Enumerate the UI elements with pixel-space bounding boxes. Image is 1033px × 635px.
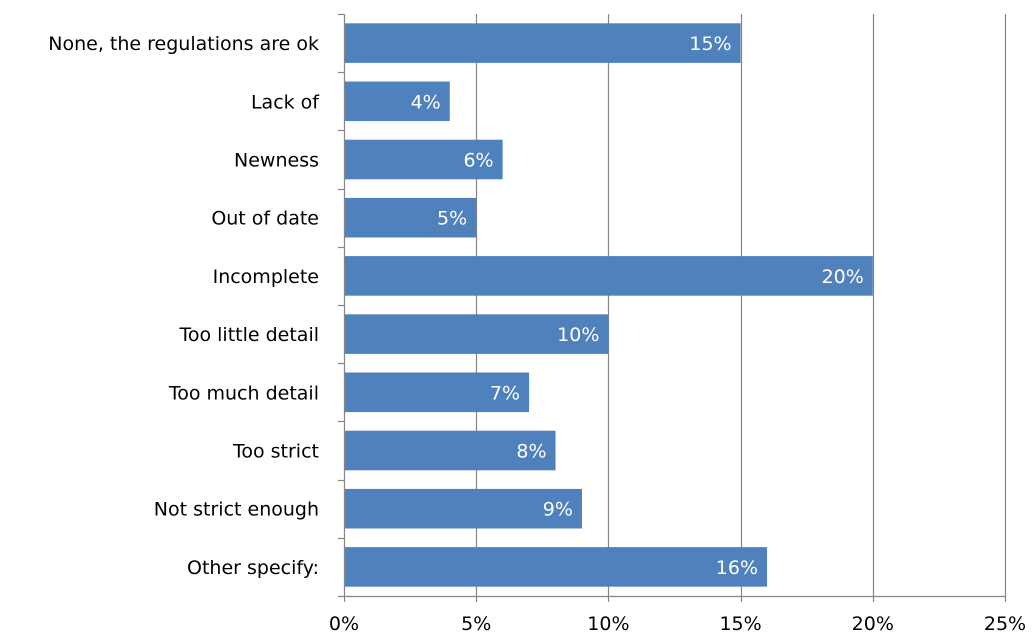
data-label: 4% [411,91,441,113]
data-label: 10% [557,324,599,346]
data-label: 15% [689,33,731,55]
data-label: 7% [490,382,520,404]
category-label: Lack of [251,91,320,113]
category-label: Other specify: [187,557,319,579]
data-label: 5% [437,208,467,230]
axes [338,13,1007,602]
category-label: Out of date [211,208,319,230]
category-labels: None, the regulations are ok Lack of Newne… [48,33,320,579]
data-label: 16% [716,557,758,579]
bar [344,372,530,413]
data-label: 9% [543,499,573,521]
category-label: Too strict [232,441,319,463]
category-label: Too much detail [168,382,319,404]
data-label: 8% [516,441,546,463]
bar [344,23,741,63]
bar [344,547,768,587]
bars: 15% 4% 6% 5% 20% 10% 7% 8% 9% 16% [344,23,873,587]
bar [344,81,450,122]
x-tick-labels: 0% 5% 10% 15% 20% 25% [329,613,1026,635]
bar [344,256,873,296]
x-tick-label: 25% [984,613,1026,635]
bar [344,430,556,471]
x-tick-label: 20% [852,613,894,635]
x-tick-label: 5% [461,613,491,635]
category-label: Incomplete [213,266,319,288]
data-label: 6% [463,150,493,172]
x-tick-label: 0% [329,613,359,635]
category-label: Too little detail [178,324,319,346]
x-tick-label: 15% [719,613,761,635]
category-label: None, the regulations are ok [48,33,319,55]
category-label: Newness [234,150,319,172]
bar [344,197,477,238]
data-label: 20% [822,266,864,288]
category-label: Not strict enough [154,499,319,521]
bar [344,314,609,354]
x-tick-label: 10% [587,613,629,635]
bar [344,488,582,529]
bar [344,139,503,180]
